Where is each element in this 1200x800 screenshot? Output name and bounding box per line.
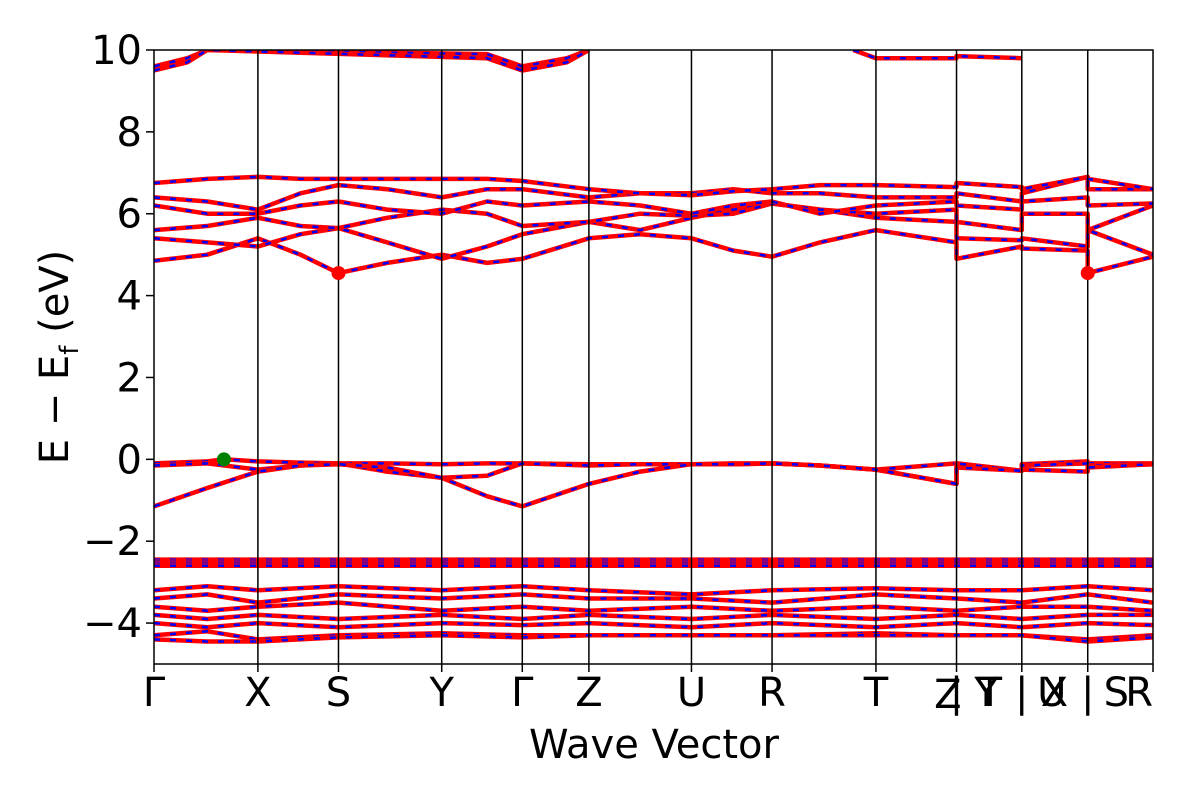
x-tick-label: T	[977, 670, 1003, 716]
y-tick-label: 10	[91, 28, 142, 74]
bands-layer	[154, 50, 1153, 644]
band-line-spin-down	[154, 462, 1153, 508]
band-line-spin-up	[154, 227, 1153, 276]
band-line-spin-down	[852, 50, 1022, 60]
x-tick-label: Y	[973, 670, 999, 716]
x-tick-label: U	[1037, 670, 1066, 716]
y-tick-label: 0	[117, 437, 142, 483]
band-line-spin-down	[154, 613, 1153, 621]
x-tick-label: |	[950, 670, 963, 716]
y-tick-label: 8	[117, 110, 142, 156]
y-axis-label-subscript: f	[55, 345, 85, 355]
band-line-spin-down	[154, 50, 590, 68]
band-s3	[154, 600, 1153, 614]
x-tick-label: X	[1041, 670, 1068, 716]
y-tick-label: 4	[117, 274, 142, 320]
y-tick-label: −2	[83, 519, 142, 565]
x-tick-label: Γ	[143, 670, 166, 716]
x-axis-ticks: Γ X S Y Γ Z U R T Z| YT | UX | SR	[143, 664, 1154, 718]
x-tick-label: R	[1125, 670, 1153, 716]
x-tick-label: Y	[428, 670, 454, 716]
x-tick-label: S	[326, 670, 351, 716]
y-axis-label-unit: (eV)	[32, 250, 78, 346]
band-s7	[154, 633, 1153, 644]
x-tick-label: Z	[934, 672, 961, 718]
x-tick-label: S	[1104, 670, 1129, 716]
x-tick-label: X	[244, 670, 271, 716]
y-tick-label: −4	[83, 601, 142, 647]
cbm-marker	[1080, 266, 1095, 281]
vbm-marker	[216, 452, 231, 467]
band-s4	[154, 612, 1153, 622]
x-tick-label: |	[1081, 670, 1094, 716]
plot-frame	[153, 49, 1154, 665]
y-axis-ticks: −4 −2 0 2 4 6 8 10	[83, 28, 154, 647]
x-tick-label: Γ	[511, 670, 534, 716]
band-line-spin-down	[154, 50, 590, 72]
cbm-marker	[331, 266, 346, 281]
x-tick-label: |	[1015, 670, 1028, 716]
x-tick-label: T	[863, 670, 889, 716]
band-line-spin-down	[154, 584, 1153, 596]
band-c1	[154, 227, 1153, 276]
y-tick-label: 6	[117, 192, 142, 238]
band-line-spin-down	[154, 228, 1153, 275]
band-c-high-2	[154, 50, 590, 73]
band-c-high-3	[852, 50, 1022, 61]
y-tick-label: 2	[117, 355, 142, 401]
y-axis-label: E − Ef (eV)	[32, 250, 85, 465]
x-tick-label: Z	[575, 670, 602, 716]
band-line-spin-down	[154, 634, 1153, 643]
extrema-markers	[216, 266, 1095, 467]
band-c-high-1	[154, 50, 590, 69]
band-line-spin-down	[154, 601, 1153, 613]
x-axis-label: Wave Vector	[529, 722, 780, 768]
kpoint-separators	[257, 50, 1089, 664]
y-axis-label-main: E − E	[32, 355, 78, 465]
band-line-spin-down	[154, 458, 1153, 473]
band-line-spin-down	[154, 621, 1153, 629]
band-s1	[154, 583, 1153, 597]
band-v3	[154, 461, 1153, 509]
x-tick-label: R	[758, 670, 786, 716]
band-s5	[154, 620, 1153, 630]
band-s2	[154, 592, 1153, 605]
x-tick-label: U	[677, 670, 706, 716]
band-line-spin-up	[154, 592, 1153, 605]
